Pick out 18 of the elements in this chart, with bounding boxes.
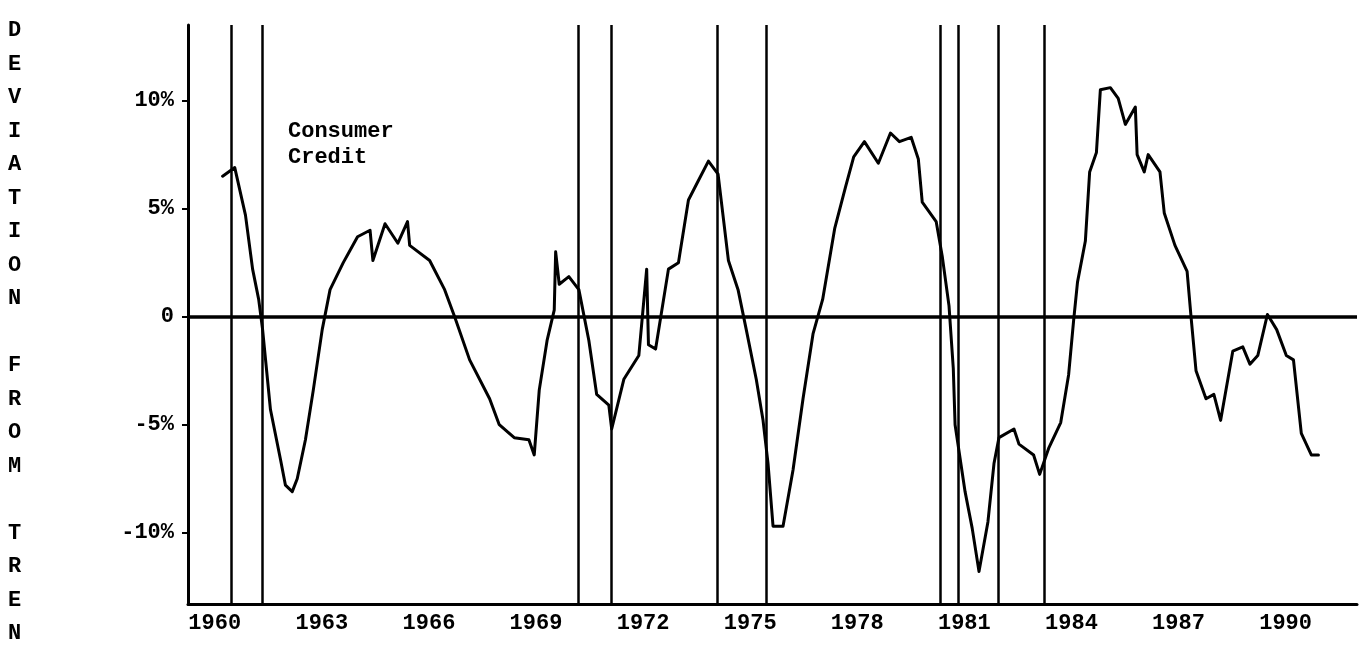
x-tick-label: 1966 (402, 610, 456, 636)
x-tick-label: 1978 (830, 610, 884, 636)
y-tick-label: 0 (160, 304, 174, 330)
x-tick-label: 1987 (1152, 610, 1205, 636)
x-tick-label: 1960 (188, 610, 242, 636)
x-tick-label: 1969 (509, 610, 563, 636)
x-tick-label: 1972 (616, 610, 670, 636)
x-tick-label: 1963 (295, 610, 349, 636)
annotation: Consumer Credit (288, 118, 394, 170)
x-tick-label: 1984 (1045, 610, 1098, 636)
text: DEVIATION FROM TREN (8, 18, 22, 647)
y-tick-label: -5% (134, 412, 175, 438)
x-tick-label: 1981 (937, 610, 991, 636)
y-tick-label: 10% (134, 88, 175, 114)
x-tick-label: 1975 (723, 610, 777, 636)
x-tick-label: 1990 (1259, 610, 1313, 636)
y-tick-label: -10% (121, 520, 175, 546)
y-tick-label: 5% (147, 196, 175, 222)
